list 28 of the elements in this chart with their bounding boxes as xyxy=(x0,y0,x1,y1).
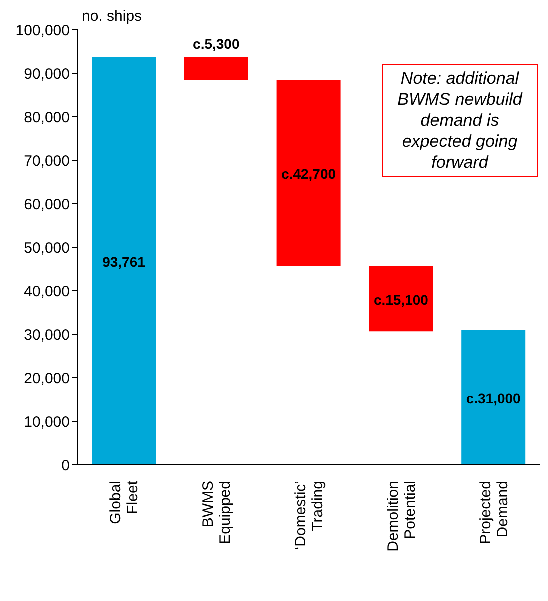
bar xyxy=(276,80,341,266)
y-tick-label: 30,000 xyxy=(24,326,70,344)
annotation: Note: additional BWMS newbuild demand is expected going forward xyxy=(382,64,538,177)
x-tick-label: Demolition Potential xyxy=(384,481,419,552)
bar xyxy=(369,266,434,332)
x-tick-label: BWMS Equipped xyxy=(200,481,234,544)
y-tick-label: 40,000 xyxy=(24,283,70,300)
y-axis-title: no. ships xyxy=(82,8,142,25)
bar xyxy=(462,330,526,465)
y-tick-label: 70,000 xyxy=(24,152,70,170)
data-label: c.31,000 xyxy=(466,390,522,407)
y-tick-label: 20,000 xyxy=(24,370,70,388)
bar xyxy=(184,57,248,80)
data-label: c.15,100 xyxy=(374,292,429,308)
x-tick-label: ‘Domestic’ Trading xyxy=(292,481,326,550)
data-label: 93,761 xyxy=(102,254,146,270)
data-label: c.5,300 xyxy=(193,36,240,52)
y-tick-label: 90,000 xyxy=(24,66,70,83)
y-tick-label: 0 xyxy=(62,457,70,474)
y-tick-label: 60,000 xyxy=(24,196,70,214)
y-tick-label: 10,000 xyxy=(24,414,70,431)
data-label: c.42,700 xyxy=(282,166,336,182)
x-tick-label: Global Fleet xyxy=(108,480,142,524)
y-tick-label: 100,000 xyxy=(16,22,70,40)
bar xyxy=(92,57,156,465)
y-tick-label: 50,000 xyxy=(24,240,70,257)
x-tick-label: Projected Demand xyxy=(477,481,512,544)
y-tick-label: 80,000 xyxy=(24,109,70,126)
